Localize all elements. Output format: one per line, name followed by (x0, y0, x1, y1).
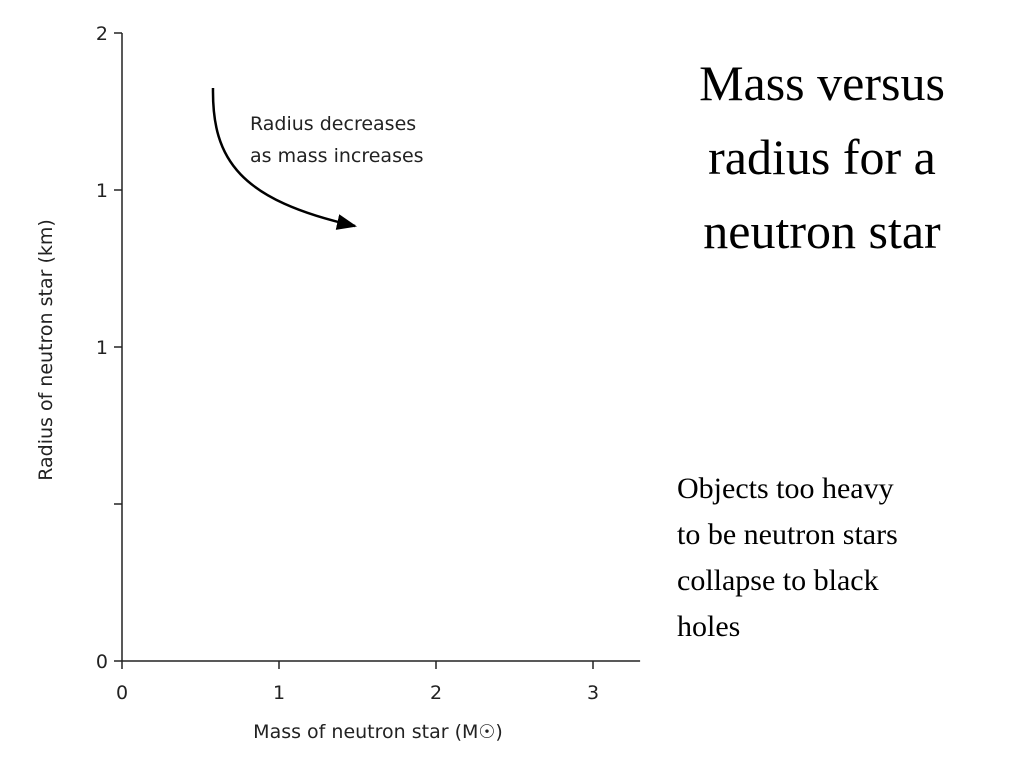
y-tick-label: 1 (96, 337, 108, 359)
slide-title: radius for a (708, 129, 936, 185)
slide-title: Mass versus (699, 55, 945, 111)
x-tick-label: 1 (273, 682, 285, 704)
note: collapse to black (677, 564, 879, 597)
y-tick-label: 1 (96, 180, 108, 202)
annotation: as mass increases (250, 145, 424, 167)
note: to be neutron stars (677, 518, 898, 551)
y-tick-label: 0 (96, 651, 108, 673)
slide-title: neutron star (703, 203, 941, 259)
x-tick-label: 0 (116, 682, 128, 704)
y-axis-label: Radius of neutron star (km) (35, 219, 57, 481)
note: holes (677, 610, 740, 643)
x-tick-label: 3 (587, 682, 599, 704)
annotation-arrow (211, 87, 357, 230)
annotation: Radius decreases (250, 113, 416, 135)
x-tick-label: 2 (430, 682, 442, 704)
y-tick-label: 2 (96, 23, 108, 45)
note: Objects too heavy (677, 472, 894, 505)
x-axis-label: Mass of neutron star (M☉) (253, 721, 503, 743)
